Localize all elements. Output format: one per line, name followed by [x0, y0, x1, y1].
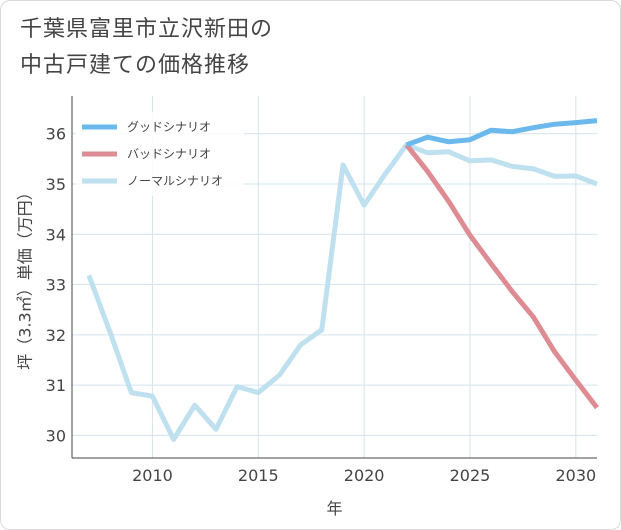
y-tick-label: 36: [46, 125, 66, 144]
x-tick-label: 2020: [344, 466, 385, 485]
chart-title-line-1: 千葉県富里市立沢新田の: [20, 17, 274, 42]
chart-title-line-2: 中古戸建ての価格推移: [20, 53, 251, 78]
y-tick-label: 32: [46, 326, 66, 345]
series-line-2: [86, 142, 598, 442]
chart-title: 千葉県富里市立沢新田の 中古戸建ての価格推移: [20, 12, 273, 84]
y-tick-label: 35: [46, 175, 66, 194]
y-axis-label: 坪（3.3㎡）単価（万円）: [16, 184, 35, 369]
axes: 2010 2015 2020 2025 2030 30 31 32 33 34 35 36: [46, 96, 597, 485]
y-tick-label: 31: [46, 376, 66, 395]
y-tick-label: 30: [46, 426, 66, 445]
legend-label-2: ノーマルシナリオ: [127, 174, 223, 188]
series-lines: [86, 118, 599, 442]
series-line-1: [404, 143, 599, 410]
y-tick-label: 34: [46, 225, 66, 244]
x-tick-label: 2015: [238, 466, 279, 485]
x-axis-label: 年: [326, 499, 342, 518]
y-tick-label: 33: [46, 276, 66, 295]
x-tick-label: 2025: [450, 466, 491, 485]
x-tick-label: 2010: [132, 466, 173, 485]
legend-label-1: バッドシナリオ: [127, 147, 211, 161]
series-line-0: [405, 118, 598, 148]
x-tick-label: 2030: [555, 466, 596, 485]
legend-label-0: グッドシナリオ: [127, 120, 211, 134]
